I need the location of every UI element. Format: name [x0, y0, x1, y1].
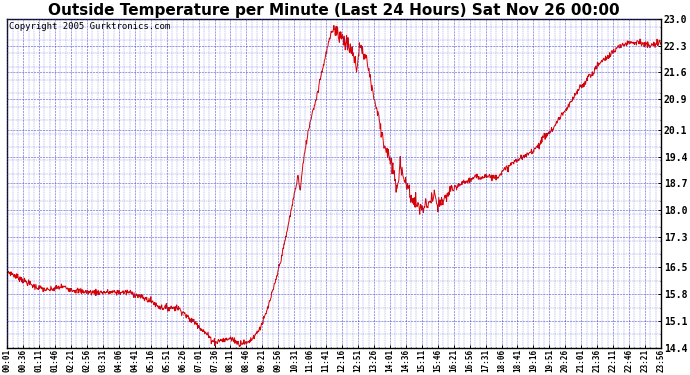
Text: Copyright 2005 Gurktronics.com: Copyright 2005 Gurktronics.com — [8, 22, 170, 31]
Title: Outside Temperature per Minute (Last 24 Hours) Sat Nov 26 00:00: Outside Temperature per Minute (Last 24 … — [48, 3, 620, 18]
